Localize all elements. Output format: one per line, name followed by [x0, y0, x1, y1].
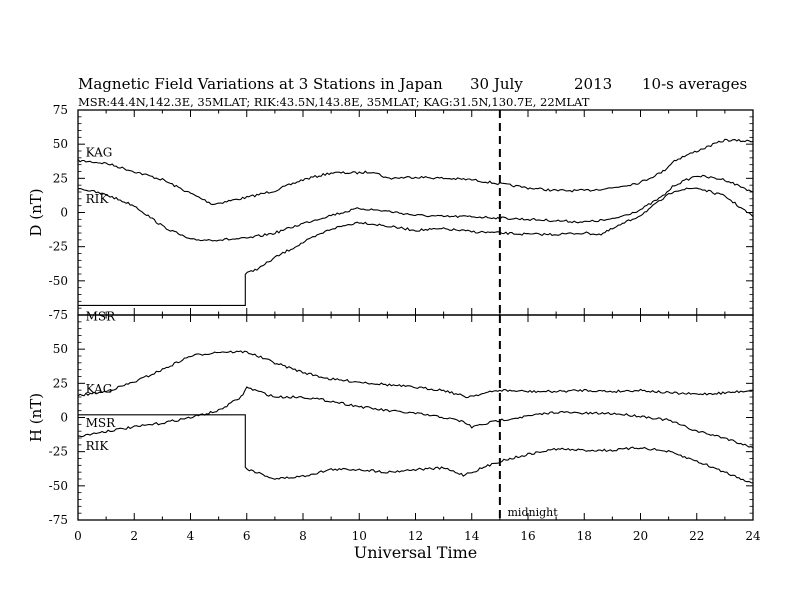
ylabel-bottom: H (nT) [27, 393, 45, 442]
series-line-bottom-kag [77, 350, 754, 399]
chart-date: 30 July [470, 75, 523, 93]
xtick-label-0: 0 [74, 529, 82, 543]
series-line-top-msr [78, 187, 754, 306]
ytick-label-bottom--75: -75 [49, 513, 68, 527]
series-line-bottom-msr [78, 414, 754, 484]
xtick-label-8: 8 [299, 529, 307, 543]
annotation-top-RIK: RIK [86, 192, 110, 206]
annotation-bottom-MSR: MSR [86, 416, 117, 430]
xtick-label-4: 4 [187, 529, 195, 543]
panel-frame-bottom [77, 314, 754, 521]
ytick-label-top-25: 25 [53, 171, 68, 185]
xtick-label-22: 22 [689, 529, 704, 543]
xtick-label-12: 12 [408, 529, 423, 543]
chart-averaging: 10-s averages [642, 75, 747, 93]
ytick-label-bottom-25: 25 [53, 376, 68, 390]
xtick-label-10: 10 [352, 529, 367, 543]
xtick-label-2: 2 [130, 529, 138, 543]
ytick-label-bottom--25: -25 [49, 445, 68, 459]
xlabel: Universal Time [354, 543, 477, 562]
xtick-label-24: 24 [745, 529, 761, 543]
annotation-bottom-midnight: midnight [508, 506, 559, 519]
ytick-label-top--75: -75 [49, 308, 68, 322]
series-line-top-rik [77, 174, 754, 242]
ytick-label-top--25: -25 [49, 240, 68, 254]
xtick-label-20: 20 [633, 529, 648, 543]
panel-frame-top [77, 109, 754, 316]
plot-area: 75 50 25 0 -25 -50 -75 D (nT) KAG RIK MSR 50 25 0 -25 -… [27, 103, 761, 562]
series-line-bottom-rik [77, 386, 754, 449]
xtick-label-6: 6 [243, 529, 251, 543]
xtick-label-18: 18 [577, 529, 592, 543]
ytick-label-top-0: 0 [60, 206, 68, 220]
annotation-bottom-KAG: KAG [86, 382, 113, 396]
ytick-label-bottom--50: -50 [49, 479, 68, 493]
ytick-label-bottom-50: 50 [53, 342, 68, 356]
ytick-label-top-75: 75 [53, 103, 68, 117]
series-line-top-kag [77, 138, 754, 206]
ytick-label-top--50: -50 [49, 274, 68, 288]
annotation-top-KAG: KAG [86, 145, 113, 159]
ylabel-top: D (nT) [27, 188, 45, 236]
chart-subtitle: MSR:44.4N,142.3E, 35MLAT; RIK:43.5N,143.… [78, 95, 590, 109]
ytick-label-top-50: 50 [53, 137, 68, 151]
chart-year: 2013 [574, 75, 612, 93]
annotation-top-MSR: MSR [86, 309, 117, 323]
xtick-label-16: 16 [520, 529, 535, 543]
chart-title: Magnetic Field Variations at 3 Stations … [78, 75, 443, 93]
ytick-label-bottom-0: 0 [60, 411, 68, 425]
annotation-bottom-RIK: RIK [86, 439, 110, 453]
xtick-label-14: 14 [464, 529, 480, 543]
